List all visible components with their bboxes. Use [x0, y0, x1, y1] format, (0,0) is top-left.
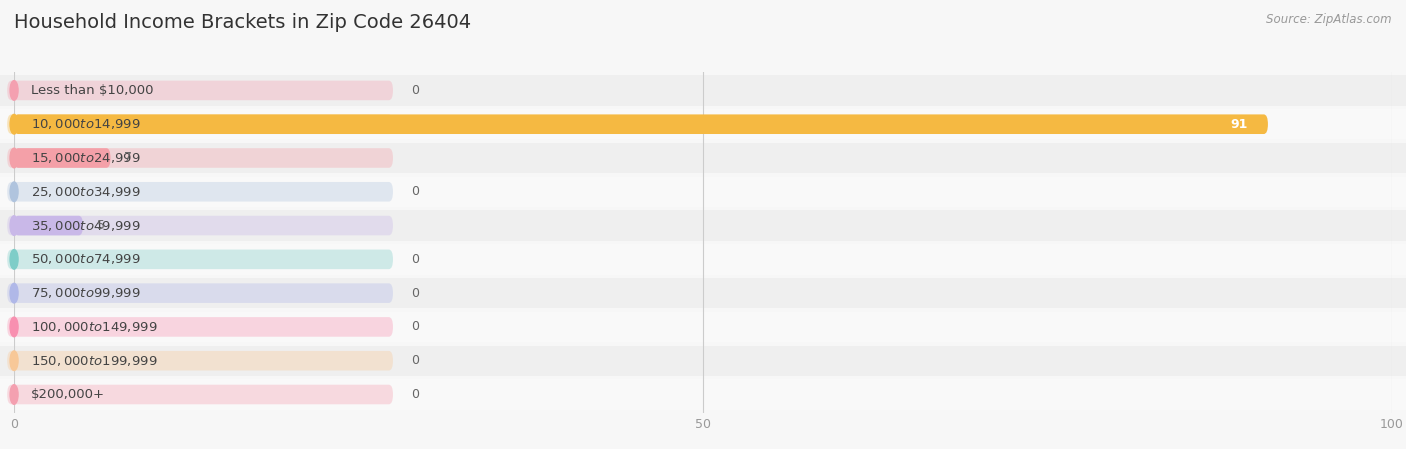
FancyBboxPatch shape — [0, 211, 1406, 241]
Circle shape — [10, 351, 18, 370]
Text: $10,000 to $14,999: $10,000 to $14,999 — [31, 117, 141, 131]
FancyBboxPatch shape — [0, 379, 1406, 409]
Circle shape — [10, 148, 18, 168]
Text: $25,000 to $34,999: $25,000 to $34,999 — [31, 185, 141, 199]
FancyBboxPatch shape — [7, 216, 394, 235]
Text: 7: 7 — [124, 151, 132, 164]
FancyBboxPatch shape — [0, 278, 1406, 308]
Circle shape — [10, 182, 18, 202]
FancyBboxPatch shape — [0, 244, 1406, 274]
Text: $100,000 to $149,999: $100,000 to $149,999 — [31, 320, 157, 334]
FancyBboxPatch shape — [7, 114, 394, 134]
FancyBboxPatch shape — [0, 109, 1406, 139]
FancyBboxPatch shape — [14, 114, 1268, 134]
Text: 0: 0 — [411, 354, 419, 367]
Circle shape — [10, 283, 18, 303]
FancyBboxPatch shape — [0, 346, 1406, 376]
Text: 0: 0 — [411, 253, 419, 266]
Text: 0: 0 — [411, 388, 419, 401]
FancyBboxPatch shape — [0, 176, 1406, 207]
Text: $75,000 to $99,999: $75,000 to $99,999 — [31, 286, 141, 300]
Text: $150,000 to $199,999: $150,000 to $199,999 — [31, 354, 157, 368]
Text: $35,000 to $49,999: $35,000 to $49,999 — [31, 219, 141, 233]
Text: 91: 91 — [1230, 118, 1247, 131]
Text: 0: 0 — [411, 286, 419, 299]
FancyBboxPatch shape — [0, 143, 1406, 173]
FancyBboxPatch shape — [14, 148, 111, 168]
Text: 0: 0 — [411, 185, 419, 198]
FancyBboxPatch shape — [7, 351, 394, 370]
FancyBboxPatch shape — [7, 81, 394, 100]
FancyBboxPatch shape — [7, 182, 394, 202]
Text: Source: ZipAtlas.com: Source: ZipAtlas.com — [1267, 13, 1392, 26]
Text: 5: 5 — [97, 219, 104, 232]
Text: Less than $10,000: Less than $10,000 — [31, 84, 153, 97]
Text: 0: 0 — [411, 84, 419, 97]
FancyBboxPatch shape — [0, 312, 1406, 342]
Circle shape — [10, 216, 18, 235]
Text: Household Income Brackets in Zip Code 26404: Household Income Brackets in Zip Code 26… — [14, 13, 471, 32]
Circle shape — [10, 250, 18, 269]
Text: $200,000+: $200,000+ — [31, 388, 104, 401]
FancyBboxPatch shape — [7, 385, 394, 404]
Circle shape — [10, 114, 18, 134]
FancyBboxPatch shape — [7, 148, 394, 168]
FancyBboxPatch shape — [7, 317, 394, 337]
Circle shape — [10, 317, 18, 337]
FancyBboxPatch shape — [14, 216, 83, 235]
FancyBboxPatch shape — [7, 250, 394, 269]
Text: $50,000 to $74,999: $50,000 to $74,999 — [31, 252, 141, 266]
FancyBboxPatch shape — [0, 75, 1406, 106]
Text: $15,000 to $24,999: $15,000 to $24,999 — [31, 151, 141, 165]
Circle shape — [10, 385, 18, 404]
FancyBboxPatch shape — [7, 283, 394, 303]
Circle shape — [10, 81, 18, 100]
Text: 0: 0 — [411, 321, 419, 334]
